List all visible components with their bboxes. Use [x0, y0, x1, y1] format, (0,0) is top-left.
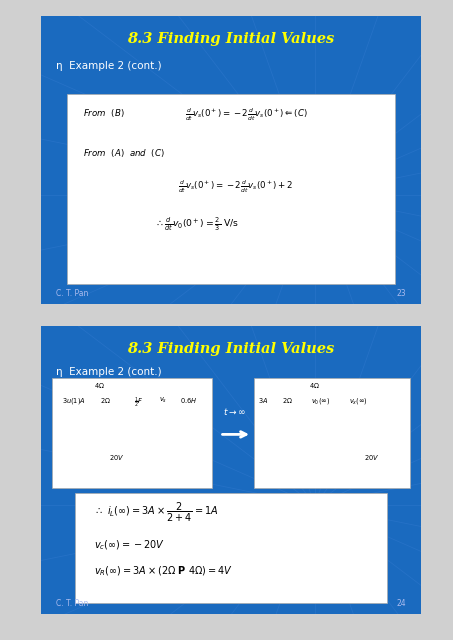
Text: $\frac{d}{dt}v_s(0^+) = -2\frac{d}{dt}v_s(0^+)+2$: $\frac{d}{dt}v_s(0^+) = -2\frac{d}{dt}v_…	[178, 179, 293, 195]
Text: $2\Omega$: $2\Omega$	[282, 396, 293, 404]
Text: $20V$: $20V$	[364, 453, 380, 462]
Text: 23: 23	[396, 289, 406, 298]
Text: η  Example 2 (cont.): η Example 2 (cont.)	[56, 367, 162, 378]
FancyBboxPatch shape	[67, 93, 395, 284]
Text: C. T. Pan: C. T. Pan	[56, 599, 88, 608]
Text: 24: 24	[396, 599, 406, 608]
Text: $v_x(\infty)$: $v_x(\infty)$	[349, 396, 368, 406]
Text: $v_0(\infty)$: $v_0(\infty)$	[311, 396, 330, 406]
Text: $\therefore\ i_L(\infty) = 3A \times \dfrac{2}{2+4} = 1A$: $\therefore\ i_L(\infty) = 3A \times \df…	[94, 500, 218, 524]
Text: $2\Omega$: $2\Omega$	[100, 396, 111, 404]
Text: $v_s$: $v_s$	[159, 396, 167, 404]
Text: 8.3 Finding Initial Values: 8.3 Finding Initial Values	[127, 342, 335, 356]
Text: η  Example 2 (cont.): η Example 2 (cont.)	[56, 61, 162, 70]
FancyBboxPatch shape	[52, 378, 212, 488]
FancyBboxPatch shape	[75, 493, 387, 603]
Text: C. T. Pan: C. T. Pan	[56, 289, 88, 298]
Text: $4\Omega$: $4\Omega$	[309, 381, 320, 390]
FancyBboxPatch shape	[254, 378, 410, 488]
Text: $20V$: $20V$	[109, 453, 125, 462]
Text: $\therefore \frac{d}{dt}v_0(0^+) = \frac{2}{3}\ \mathrm{V/s}$: $\therefore \frac{d}{dt}v_0(0^+) = \frac…	[155, 216, 239, 233]
Text: $v_R(\infty) = 3A \times (2\Omega\ \mathbf{P}\ 4\Omega) = 4V$: $v_R(\infty) = 3A \times (2\Omega\ \math…	[94, 564, 233, 577]
Text: $v_c(\infty) = -20V$: $v_c(\infty) = -20V$	[94, 538, 165, 552]
Text: $3A$: $3A$	[258, 396, 268, 404]
Text: $3u(1)A$: $3u(1)A$	[62, 396, 86, 406]
Text: $\frac{d}{dt}v_s(0^+) = -2\frac{d}{dt}v_s(0^+) \Leftarrow (C)$: $\frac{d}{dt}v_s(0^+) = -2\frac{d}{dt}v_…	[185, 107, 308, 124]
Text: $0.6H$: $0.6H$	[180, 396, 197, 404]
Text: $\frac{1}{2}F$: $\frac{1}{2}F$	[134, 396, 144, 410]
Text: 8.3 Finding Initial Values: 8.3 Finding Initial Values	[127, 32, 335, 46]
Text: $t \rightarrow \infty$: $t \rightarrow \infty$	[223, 406, 246, 417]
Text: $\mathit{From}\ \ (A)\ \ \mathit{and}\ \ (C)$: $\mathit{From}\ \ (A)\ \ \mathit{and}\ \…	[82, 147, 164, 159]
Text: $4\Omega$: $4\Omega$	[94, 381, 105, 390]
Text: $\mathit{From}\ \ (B)$: $\mathit{From}\ \ (B)$	[82, 107, 124, 119]
